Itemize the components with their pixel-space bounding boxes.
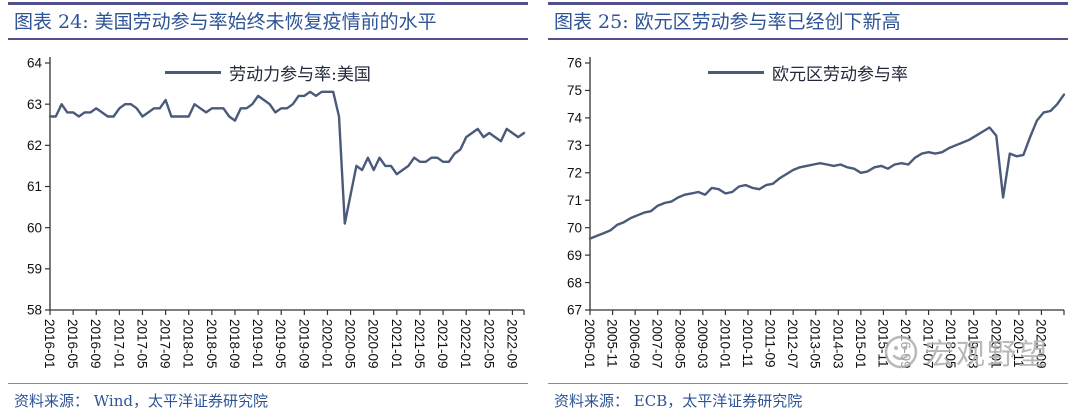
svg-text:2013-05: 2013-05 — [808, 319, 823, 369]
svg-text:2015-01: 2015-01 — [853, 319, 868, 369]
svg-text:2005-11: 2005-11 — [605, 319, 620, 368]
svg-text:70: 70 — [567, 220, 582, 235]
svg-text:72: 72 — [567, 166, 582, 181]
svg-text:2018-09: 2018-09 — [227, 319, 242, 369]
source-note-us: 资料来源： Wind，太平洋证券研究院 — [8, 383, 528, 411]
svg-text:2018-01: 2018-01 — [181, 319, 196, 369]
svg-text:2022-09: 2022-09 — [504, 319, 519, 369]
svg-text:2017-05: 2017-05 — [134, 319, 149, 369]
svg-text:2021-09: 2021-09 — [1033, 319, 1048, 369]
svg-text:2005-01: 2005-01 — [582, 319, 597, 369]
svg-text:2012-07: 2012-07 — [785, 319, 800, 369]
svg-text:2016-09: 2016-09 — [88, 319, 103, 369]
svg-text:2010-11: 2010-11 — [740, 319, 755, 368]
source-note-ez: 资料来源： ECB，太平洋证券研究院 — [548, 383, 1068, 411]
svg-text:58: 58 — [27, 303, 42, 318]
svg-text:2019-03: 2019-03 — [966, 319, 981, 369]
chart-title-ez: 图表 25: 欧元区劳动参与率已经创下新高 — [548, 2, 1068, 40]
svg-text:71: 71 — [567, 193, 582, 208]
svg-text:73: 73 — [567, 138, 582, 153]
svg-text:59: 59 — [27, 262, 42, 277]
svg-text:75: 75 — [567, 83, 582, 98]
svg-text:2011-09: 2011-09 — [763, 319, 778, 368]
svg-text:2014-03: 2014-03 — [830, 319, 845, 369]
svg-text:2021-05: 2021-05 — [412, 319, 427, 369]
svg-text:2018-05: 2018-05 — [943, 319, 958, 369]
svg-text:2020-05: 2020-05 — [343, 319, 358, 369]
svg-text:2018-05: 2018-05 — [204, 319, 219, 369]
svg-text:68: 68 — [567, 275, 582, 290]
us-chart-area: 64 63 62 61 60 59 58 2016-01 2016-05 2016-09 2017-… — [8, 40, 528, 383]
svg-text:62: 62 — [27, 138, 42, 153]
svg-text:76: 76 — [567, 56, 582, 71]
ez-chart-area: 76 75 74 73 72 71 70 69 68 67 2005-01 2005-11 2006-0… — [548, 40, 1068, 383]
svg-text:2022-05: 2022-05 — [481, 319, 496, 369]
svg-text:2015-11: 2015-11 — [875, 319, 890, 368]
svg-text:2008-05: 2008-05 — [672, 319, 687, 369]
svg-text:2021-09: 2021-09 — [435, 319, 450, 369]
svg-text:2022-01: 2022-01 — [458, 319, 473, 369]
svg-text:2007-07: 2007-07 — [650, 319, 665, 369]
svg-text:2017-07: 2017-07 — [921, 319, 936, 369]
svg-text:69: 69 — [567, 248, 582, 263]
panel-ez-lfpr: 图表 25: 欧元区劳动参与率已经创下新高 76 75 74 73 72 71 70 69 68… — [548, 2, 1068, 411]
svg-text:2016-05: 2016-05 — [65, 319, 80, 369]
svg-text:2019-09: 2019-09 — [296, 319, 311, 369]
panel-us-lfpr: 图表 24: 美国劳动参与率始终未恢复疫情前的水平 64 63 62 61 60 59 58… — [8, 2, 528, 411]
svg-text:2020-01: 2020-01 — [319, 319, 334, 369]
svg-text:61: 61 — [27, 179, 42, 194]
svg-text:2017-01: 2017-01 — [111, 319, 126, 369]
svg-text:2021-01: 2021-01 — [389, 319, 404, 369]
svg-text:2017-09: 2017-09 — [158, 319, 173, 369]
svg-text:2010-01: 2010-01 — [717, 319, 732, 369]
svg-text:2009-03: 2009-03 — [695, 319, 710, 369]
svg-text:67: 67 — [567, 303, 582, 318]
svg-text:2016-01: 2016-01 — [42, 319, 57, 369]
svg-text:2020-11: 2020-11 — [1011, 319, 1026, 368]
svg-text:2006-09: 2006-09 — [627, 319, 642, 369]
svg-text:2019-01: 2019-01 — [250, 319, 265, 369]
svg-text:2016-09: 2016-09 — [898, 319, 913, 369]
svg-text:2020-09: 2020-09 — [366, 319, 381, 369]
svg-text:2020-01: 2020-01 — [988, 319, 1003, 369]
svg-text:60: 60 — [27, 220, 42, 235]
chart-title-us: 图表 24: 美国劳动参与率始终未恢复疫情前的水平 — [8, 2, 528, 40]
svg-text:64: 64 — [27, 56, 43, 71]
svg-text:2019-05: 2019-05 — [273, 319, 288, 369]
svg-text:63: 63 — [27, 97, 42, 112]
svg-text:74: 74 — [567, 111, 583, 126]
